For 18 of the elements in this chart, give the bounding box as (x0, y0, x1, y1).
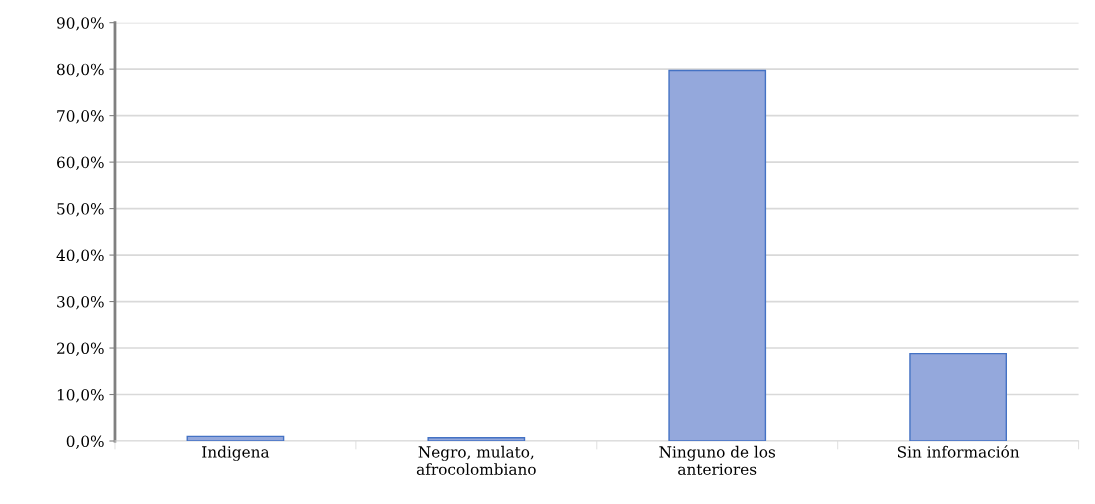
y-tick-label: 30,0% (57, 296, 104, 310)
x-tick-label: Sin información (897, 445, 1020, 458)
bar (186, 435, 285, 441)
y-tick-label: 50,0% (57, 203, 104, 217)
x-tick-label: Indigena (202, 445, 270, 461)
y-tick-label: 10,0% (57, 388, 104, 403)
x-tick-label: Negro, mulato, afrocolombiano (416, 445, 536, 476)
y-tick-label: 90,0% (56, 17, 104, 31)
bar (668, 69, 767, 441)
y-tick-label: 60,0% (57, 156, 104, 171)
y-tick-label: 40,0% (56, 249, 104, 263)
bar (427, 437, 526, 441)
x-tick-label: Ninguno de los anteriores (659, 445, 776, 476)
y-tick-label: 70,0% (57, 110, 104, 124)
y-tick-label: 80,0% (57, 63, 104, 78)
y-tick-label: 20,0% (57, 342, 104, 356)
bar (909, 352, 1007, 441)
y-tick-label: 0,0% (66, 435, 104, 449)
